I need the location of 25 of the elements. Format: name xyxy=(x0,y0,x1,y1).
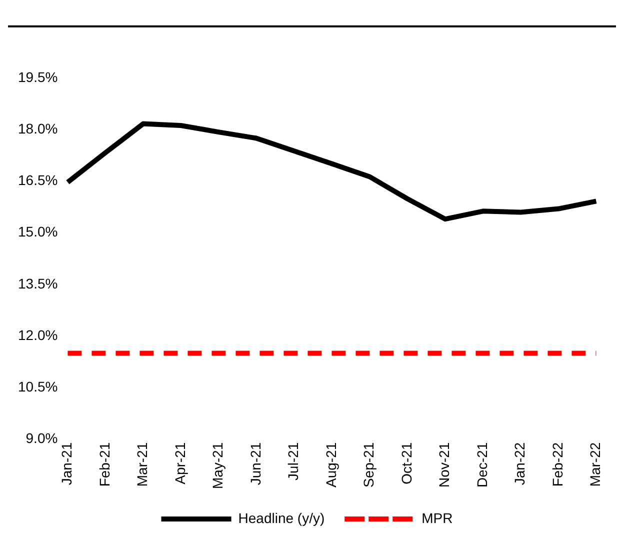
y-tick-label: 18.0% xyxy=(18,120,58,136)
y-tick-label: 13.5% xyxy=(18,275,58,292)
x-tick-label: Feb-22 xyxy=(549,442,566,487)
x-tick-label: Oct-21 xyxy=(398,442,414,484)
x-tick-label: Apr-21 xyxy=(172,442,188,484)
x-tick-label: May-21 xyxy=(210,442,226,490)
y-tick-label: 16.5% xyxy=(18,172,58,188)
legend-label: Headline (y/y) xyxy=(238,510,325,526)
x-tick-label: Feb-21 xyxy=(96,442,112,487)
x-tick-label: Jun-21 xyxy=(247,442,264,486)
legend-label: MPR xyxy=(422,510,453,526)
x-tick-label: Mar-21 xyxy=(134,442,150,487)
x-tick-label: Jan-21 xyxy=(58,442,75,486)
x-tick-label: Jul-21 xyxy=(285,442,302,480)
x-tick-label: Nov-21 xyxy=(436,442,452,488)
x-tick-label: Dec-21 xyxy=(474,442,490,488)
x-tick-label: Aug-21 xyxy=(322,442,339,488)
y-tick-label: 9.0% xyxy=(26,430,58,446)
y-tick-label: 12.0% xyxy=(18,326,58,343)
y-tick-label: 15.0% xyxy=(18,224,58,240)
x-tick-label: Sep-21 xyxy=(360,442,377,488)
x-tick-label: Jan-22 xyxy=(512,442,528,486)
y-tick-label: 19.5% xyxy=(18,68,58,85)
x-tick-label: Mar-22 xyxy=(587,442,604,487)
y-tick-label: 10.5% xyxy=(18,378,58,395)
